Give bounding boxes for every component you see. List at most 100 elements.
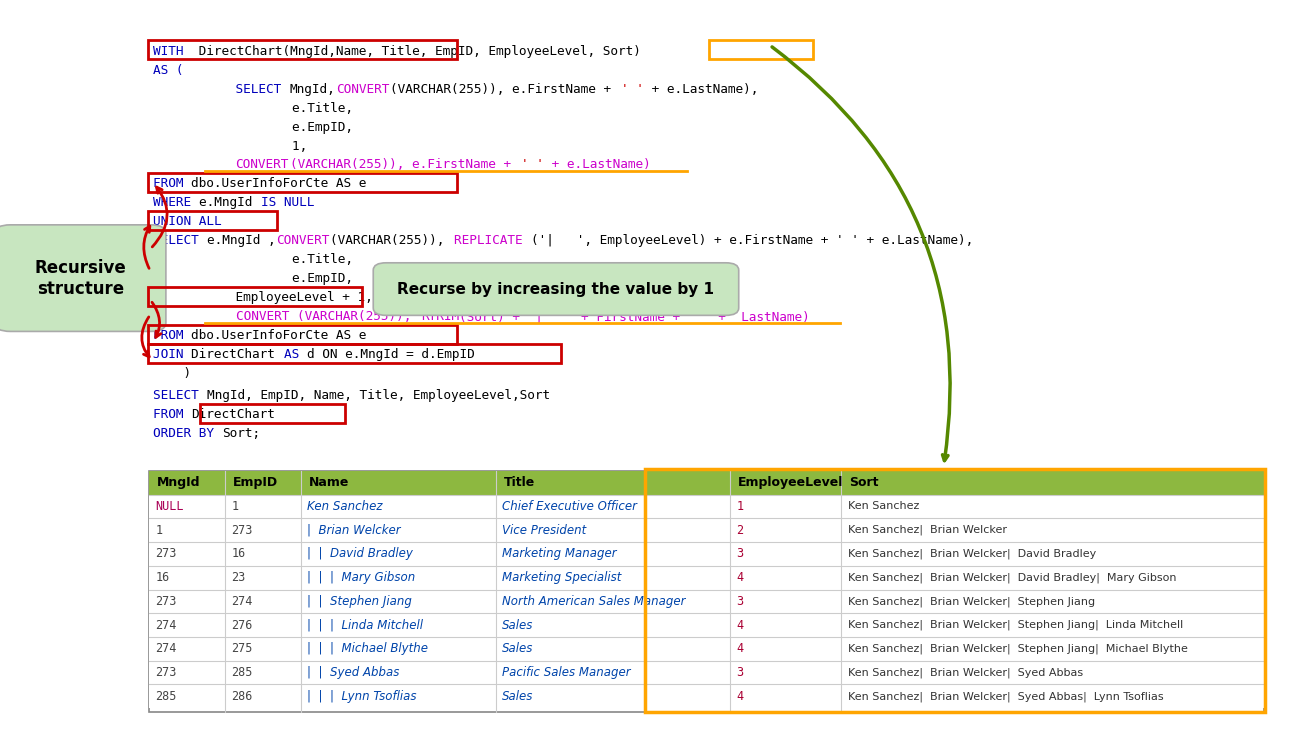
- Text: ('|   ', EmployeeLevel) + e.FirstName + ' ' + e.LastName),: ('| ', EmployeeLevel) + e.FirstName + ' …: [531, 234, 973, 247]
- Text: Ken Sanchez|  Brian Welcker|  Syed Abbas|  Lynn Tsoflias: Ken Sanchez| Brian Welcker| Syed Abbas| …: [848, 691, 1164, 702]
- Text: JOIN: JOIN: [153, 348, 191, 361]
- FancyBboxPatch shape: [373, 263, 739, 315]
- Text: Pacific Sales Manager: Pacific Sales Manager: [502, 666, 631, 679]
- Text: 23: 23: [231, 571, 245, 584]
- Text: Chief Executive Officer: Chief Executive Officer: [502, 500, 638, 513]
- Text: Ken Sanchez|  Brian Welcker|  Stephen Jiang|  Michael Blythe: Ken Sanchez| Brian Welcker| Stephen Jian…: [848, 644, 1187, 654]
- Text: Recurse by increasing the value by 1: Recurse by increasing the value by 1: [398, 282, 714, 296]
- Text: |  |  David Bradley: | | David Bradley: [307, 548, 413, 561]
- Text: 3: 3: [736, 595, 744, 608]
- Text: SELECT: SELECT: [153, 389, 206, 402]
- Text: WITH: WITH: [153, 45, 191, 58]
- Text: 1: 1: [736, 500, 744, 513]
- Text: 273: 273: [156, 548, 176, 561]
- Text: 274: 274: [231, 595, 253, 608]
- Text: Ken Sanchez|  Brian Welcker: Ken Sanchez| Brian Welcker: [848, 525, 1007, 535]
- Text: CONVERT: CONVERT: [236, 310, 297, 323]
- FancyBboxPatch shape: [149, 685, 1264, 708]
- Text: IS NULL: IS NULL: [260, 196, 314, 210]
- Text: EmployeeLevel: EmployeeLevel: [737, 476, 842, 489]
- Text: Ken Sanchez: Ken Sanchez: [307, 500, 382, 513]
- Text: Recursive
structure: Recursive structure: [35, 258, 126, 298]
- Text: FROM: FROM: [153, 329, 191, 342]
- Text: 285: 285: [156, 690, 176, 703]
- Text: Marketing Specialist: Marketing Specialist: [502, 571, 622, 584]
- Text: Ken Sanchez: Ken Sanchez: [848, 502, 919, 512]
- FancyBboxPatch shape: [149, 613, 1264, 637]
- Text: MngId: MngId: [157, 476, 201, 489]
- Text: (Sort) + '|   ' + FirstName + ' ' +  LastName): (Sort) + '| ' + FirstName + ' ' + LastNa…: [459, 310, 810, 323]
- Text: Ken Sanchez|  Brian Welcker|  Syed Abbas: Ken Sanchez| Brian Welcker| Syed Abbas: [848, 667, 1082, 678]
- Text: WHERE: WHERE: [153, 196, 198, 210]
- Text: 4: 4: [736, 690, 744, 703]
- Text: |  |  Stephen Jiang: | | Stephen Jiang: [307, 595, 412, 608]
- Text: 275: 275: [231, 642, 253, 656]
- Text: Ken Sanchez|  Brian Welcker|  David Bradley: Ken Sanchez| Brian Welcker| David Bradle…: [848, 549, 1096, 559]
- Text: |  |  |  Lynn Tsoflias: | | | Lynn Tsoflias: [307, 690, 416, 703]
- FancyBboxPatch shape: [0, 225, 166, 331]
- Text: e.MngId: e.MngId: [200, 196, 260, 210]
- Text: e.EmpID,: e.EmpID,: [231, 272, 353, 285]
- Text: 3: 3: [736, 548, 744, 561]
- Text: |  |  Syed Abbas: | | Syed Abbas: [307, 666, 399, 679]
- Text: |  |  |  Linda Mitchell: | | | Linda Mitchell: [307, 618, 422, 631]
- FancyBboxPatch shape: [149, 518, 1264, 542]
- Text: Name: Name: [308, 476, 349, 489]
- Text: (VARCHAR(255)), e.FirstName +: (VARCHAR(255)), e.FirstName +: [289, 158, 518, 172]
- Text: (VARCHAR(255)), e.FirstName +: (VARCHAR(255)), e.FirstName +: [390, 82, 618, 96]
- Text: 1,: 1,: [231, 139, 307, 153]
- Text: 16: 16: [156, 571, 170, 584]
- Text: (VARCHAR(255)),: (VARCHAR(255)),: [330, 234, 452, 247]
- Text: Title: Title: [503, 476, 535, 489]
- Text: 274: 274: [156, 642, 176, 656]
- Text: 285: 285: [231, 666, 253, 679]
- Text: ): ): [153, 367, 191, 380]
- Text: FROM: FROM: [153, 177, 191, 191]
- Text: 4: 4: [736, 642, 744, 656]
- Text: Sort: Sort: [849, 476, 879, 489]
- Text: 16: 16: [231, 548, 245, 561]
- Text: ORDER BY: ORDER BY: [153, 427, 222, 440]
- Text: 286: 286: [231, 690, 253, 703]
- Text: DirectChart(MngId,Name, Title, EmpID, EmployeeLevel, Sort): DirectChart(MngId,Name, Title, EmpID, Em…: [192, 45, 642, 58]
- Text: Sales: Sales: [502, 618, 534, 631]
- Text: 2: 2: [736, 523, 744, 537]
- Text: SELECT: SELECT: [153, 234, 206, 247]
- Text: (VARCHAR(255)),: (VARCHAR(255)),: [297, 310, 420, 323]
- Text: EmployeeLevel + 1,: EmployeeLevel + 1,: [205, 291, 372, 304]
- Text: Ken Sanchez|  Brian Welcker|  Stephen Jiang|  Linda Mitchell: Ken Sanchez| Brian Welcker| Stephen Jian…: [848, 620, 1183, 631]
- Text: UNION ALL: UNION ALL: [153, 215, 222, 228]
- Text: DirectChart: DirectChart: [192, 348, 283, 361]
- Text: 276: 276: [231, 618, 253, 631]
- Text: dbo.UserInfoForCte AS e: dbo.UserInfoForCte AS e: [192, 177, 367, 191]
- FancyBboxPatch shape: [149, 495, 1264, 518]
- Text: AS: AS: [284, 348, 307, 361]
- Text: MngId,: MngId,: [289, 82, 336, 96]
- Text: SELECT: SELECT: [205, 82, 289, 96]
- Text: REPLICATE: REPLICATE: [454, 234, 530, 247]
- Text: + e.LastName),: + e.LastName),: [644, 82, 758, 96]
- Text: |  |  |  Michael Blythe: | | | Michael Blythe: [307, 642, 428, 656]
- Text: DirectChart: DirectChart: [192, 408, 275, 421]
- Text: Vice President: Vice President: [502, 523, 586, 537]
- Text: + e.LastName): + e.LastName): [544, 158, 651, 172]
- Text: Sales: Sales: [502, 690, 534, 703]
- Text: 1: 1: [156, 523, 162, 537]
- FancyBboxPatch shape: [149, 471, 1264, 495]
- Text: e.Title,: e.Title,: [231, 253, 353, 266]
- FancyBboxPatch shape: [149, 661, 1264, 685]
- Text: e.Title,: e.Title,: [231, 101, 353, 115]
- Text: Sort;: Sort;: [223, 427, 260, 440]
- Text: 1: 1: [231, 500, 238, 513]
- Text: Marketing Manager: Marketing Manager: [502, 548, 617, 561]
- FancyBboxPatch shape: [149, 566, 1264, 590]
- Text: ' ': ' ': [621, 82, 644, 96]
- FancyBboxPatch shape: [149, 637, 1264, 661]
- Text: 4: 4: [736, 618, 744, 631]
- Text: Sales: Sales: [502, 642, 534, 656]
- Text: EmpID: EmpID: [232, 476, 277, 489]
- Text: NULL: NULL: [156, 500, 184, 513]
- Text: |  Brian Welcker: | Brian Welcker: [307, 523, 400, 537]
- Text: RTRIM: RTRIM: [421, 310, 459, 323]
- Text: CONVERT: CONVERT: [336, 82, 389, 96]
